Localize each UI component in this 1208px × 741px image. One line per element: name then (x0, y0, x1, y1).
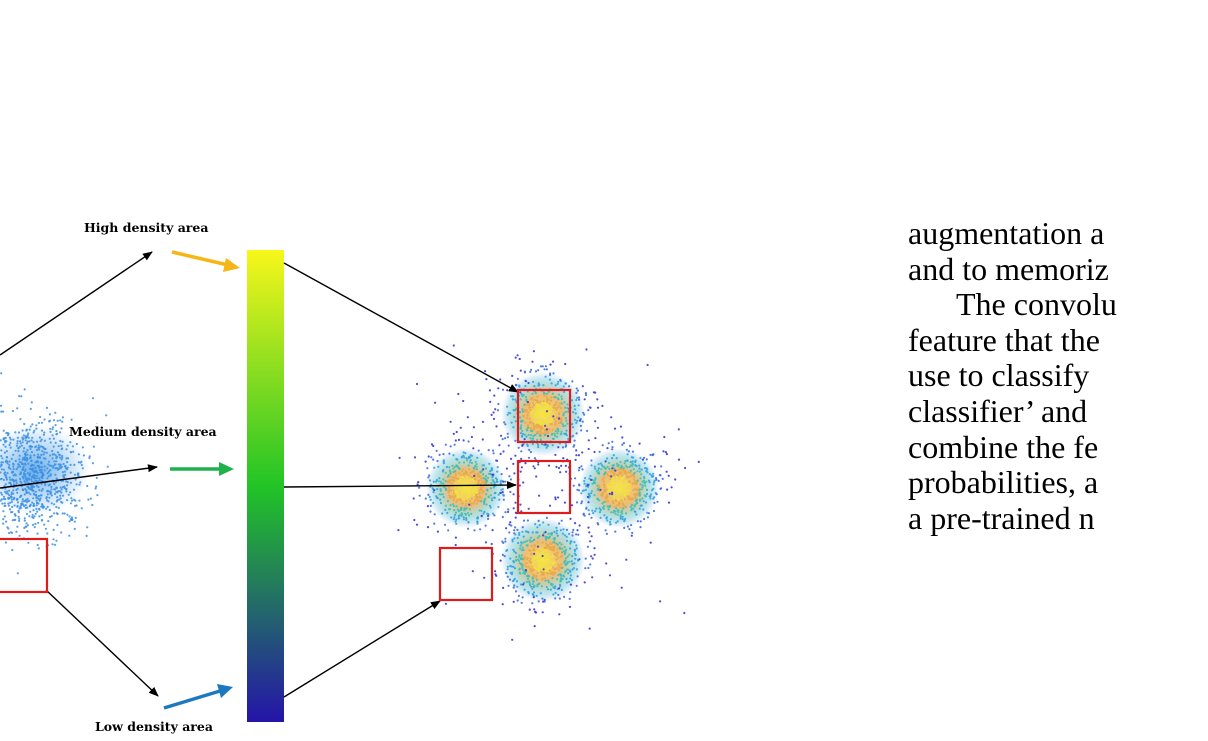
body-text-column: augmentation a and to memoriz The convolu f… (908, 216, 1208, 536)
medium-density-box (516, 459, 572, 515)
density-figure: High density area Medium density area Lo… (0, 220, 700, 734)
high-density-label: High density area (84, 220, 209, 235)
colored-arrows (163, 250, 240, 710)
text-line: augmentation a (908, 216, 1105, 251)
cluster-bottom (501, 518, 585, 602)
connector-arrows (0, 251, 519, 698)
arrow-to-high-label (0, 251, 153, 356)
medium-density-label: Medium density area (69, 424, 217, 439)
density-colorbar (247, 250, 284, 722)
arrow-colorbar-to-high-box (283, 262, 519, 393)
arrow-right-up-icon (163, 684, 233, 710)
arrow-colorbar-to-medium-box (283, 481, 517, 490)
text-line: classifier’ and (908, 392, 1088, 429)
density-figure-svg (0, 250, 700, 722)
right-scatter-plot (397, 344, 700, 641)
text-line: combine the fe (908, 428, 1099, 465)
arrow-to-low-label (45, 589, 159, 697)
arrow-right-down-icon (171, 250, 240, 272)
low-density-box-right (438, 546, 494, 602)
text-line: probabilities, a (908, 464, 1099, 501)
text-line: The convolu (956, 286, 1117, 323)
text-line: a pre-trained n (908, 499, 1095, 536)
arrow-to-medium-label (0, 464, 158, 489)
low-density-box-left (0, 537, 49, 594)
left-scatter-plot (0, 372, 109, 575)
text-line: feature that the (908, 321, 1100, 358)
text-line: use to classify (908, 357, 1090, 394)
arrow-right-icon (170, 462, 234, 476)
arrow-colorbar-to-low-box (283, 600, 441, 698)
low-density-label: Low density area (95, 719, 213, 734)
red-boxes (0, 388, 572, 602)
high-density-box (516, 388, 572, 444)
text-line: and to memoriz (908, 250, 1109, 287)
